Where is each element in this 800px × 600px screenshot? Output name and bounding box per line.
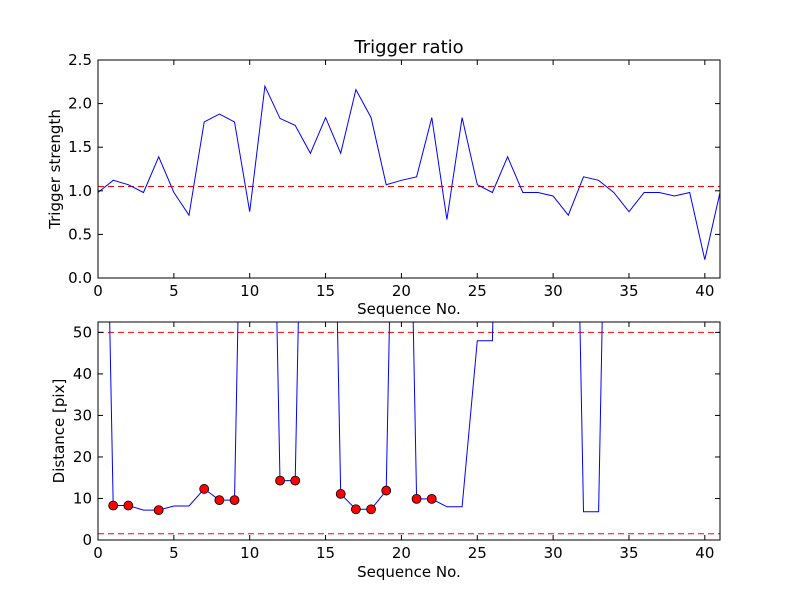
x-tick-label: 5	[169, 282, 179, 300]
x-tick-label: 25	[468, 544, 487, 562]
x-tick-label: 10	[240, 282, 259, 300]
y-tick-label: 10	[73, 489, 92, 507]
data-point-marker	[351, 504, 361, 515]
data-point-marker	[426, 493, 437, 504]
y-tick-label: 40	[73, 365, 92, 383]
x-axis-label: Sequence No.	[357, 300, 461, 318]
data-point-marker	[199, 484, 210, 494]
data-point-marker	[275, 475, 285, 486]
x-tick-label: 15	[316, 544, 335, 562]
x-tick-label: 0	[93, 544, 103, 562]
data-point-marker	[214, 495, 225, 506]
x-tick-label: 5	[169, 544, 179, 562]
x-tick-label: 35	[619, 544, 638, 562]
x-tick-label: 30	[544, 544, 563, 562]
x-tick-label: 40	[695, 282, 714, 300]
data-point-marker	[366, 504, 376, 515]
y-tick-label: 0.0	[68, 269, 92, 287]
y-axis-label: Distance [pix]	[50, 379, 68, 484]
y-tick-label: 50	[73, 323, 92, 341]
data-point-marker	[335, 489, 346, 499]
y-tick-label: 30	[73, 406, 92, 424]
x-tick-label: 40	[695, 544, 714, 562]
x-tick-label: 20	[392, 544, 411, 562]
x-tick-label: 0	[93, 282, 103, 300]
data-point-marker	[153, 505, 164, 516]
x-tick-label: 15	[316, 282, 335, 300]
x-tick-label: 20	[392, 282, 411, 300]
x-tick-label: 30	[544, 282, 563, 300]
data-point-marker	[229, 495, 240, 506]
series-line	[109, 322, 603, 513]
series-line	[98, 84, 720, 260]
chart-trigger-ratio: Trigger ratio 0 5 10 15 20 25 30 35 40 0.0 0.5 1.0 1…	[46, 37, 721, 318]
data-point-marker	[108, 500, 119, 511]
y-tick-label: 2.5	[68, 51, 92, 69]
plot-frame	[97, 59, 721, 279]
data-point-marker	[123, 500, 134, 511]
y-tick-label: 1.0	[68, 182, 92, 200]
x-tick-label: 10	[240, 544, 259, 562]
plot-frame	[97, 321, 721, 541]
data-point-marker	[290, 475, 301, 486]
chart-title: Trigger ratio	[353, 37, 463, 58]
y-tick-label: 20	[73, 448, 92, 466]
y-axis-label: Trigger strength	[46, 109, 64, 230]
x-tick-label: 25	[468, 282, 487, 300]
x-tick-label: 35	[619, 282, 638, 300]
data-point-marker	[411, 493, 422, 504]
x-axis-label: Sequence No.	[357, 563, 461, 581]
chart-distance: 0 5 10 15 20 25 30 35 40 0 10 20 30 40 50 Sequence No.…	[50, 321, 721, 581]
data-point-marker	[381, 485, 392, 496]
y-tick-label: 2.0	[68, 95, 92, 113]
y-tick-label: 0	[82, 531, 92, 549]
y-tick-label: 1.5	[68, 138, 92, 156]
y-tick-label: 0.5	[68, 225, 92, 243]
